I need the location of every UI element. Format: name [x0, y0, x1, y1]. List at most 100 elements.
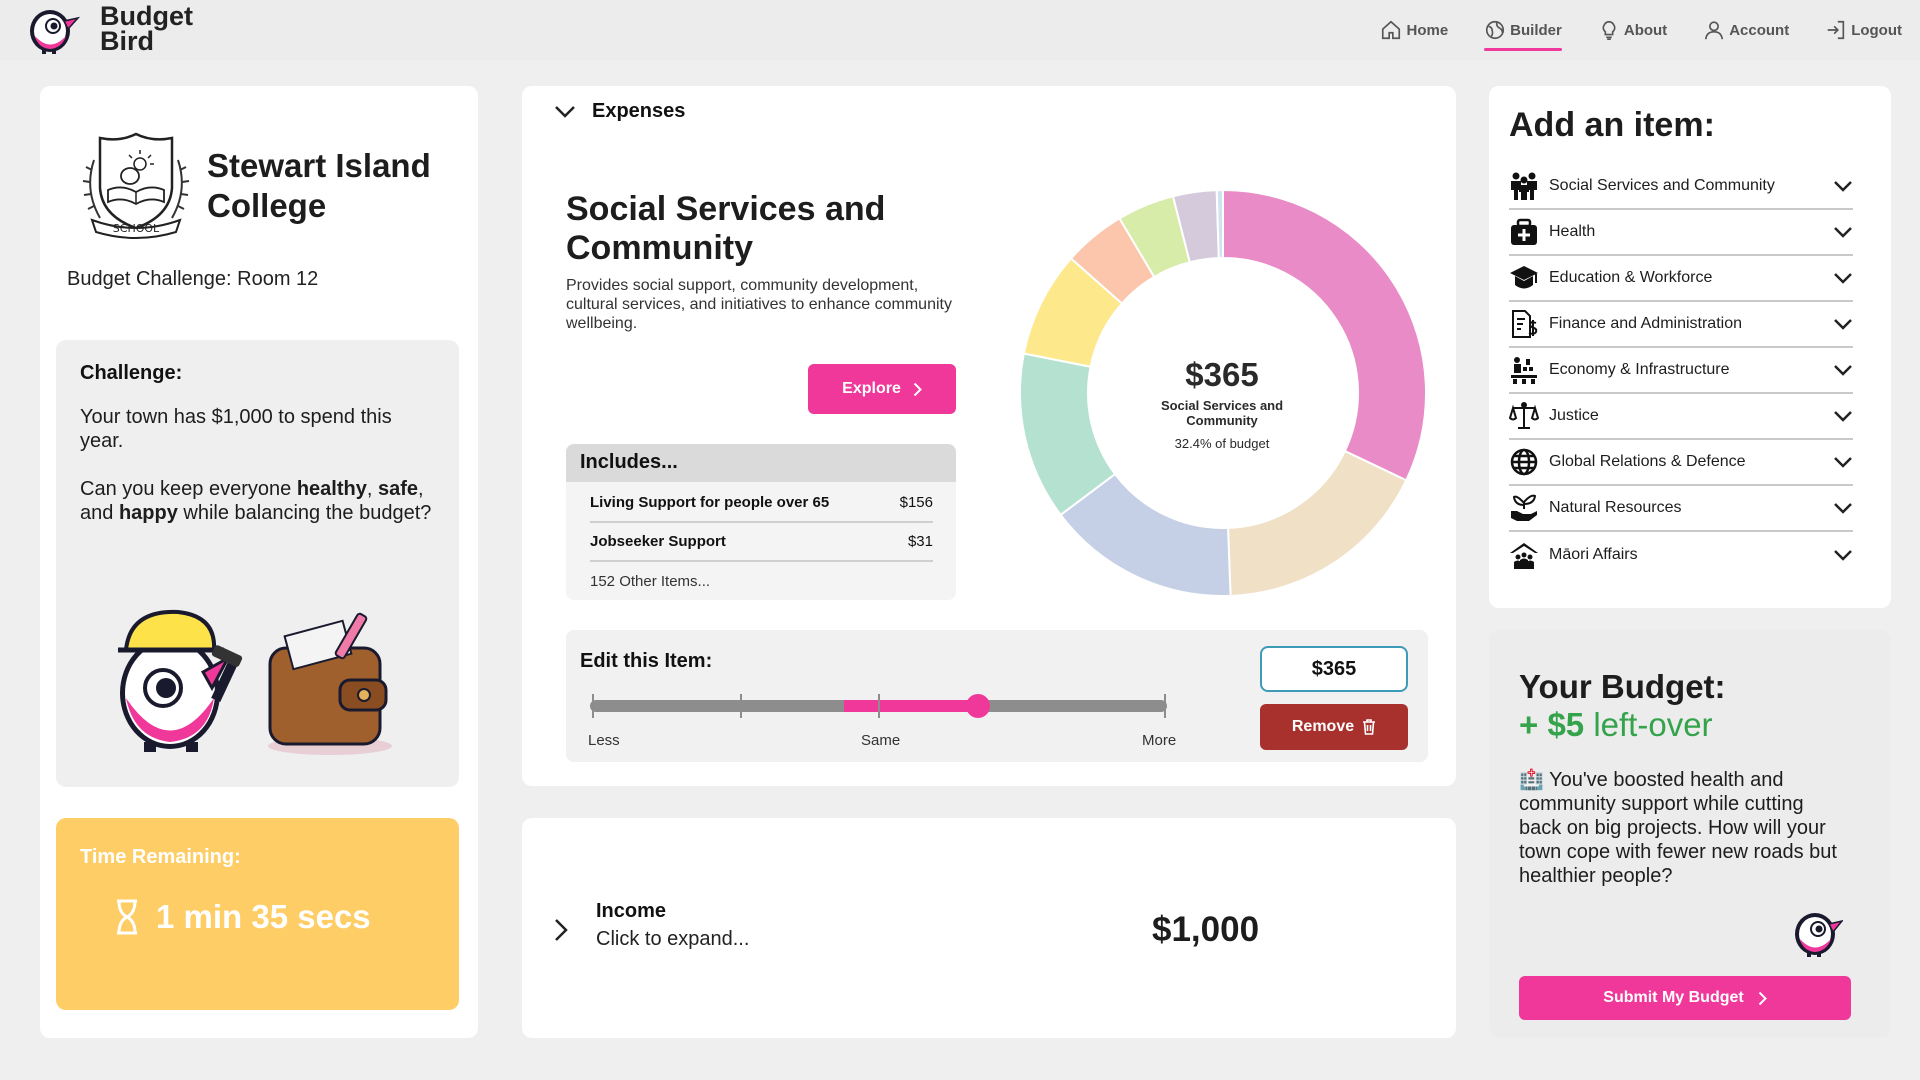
include-amount: $156	[899, 494, 933, 511]
nav-account-label: Account	[1729, 21, 1790, 39]
chevron-down-icon	[1834, 365, 1852, 376]
challenge-title: Challenge:	[80, 362, 183, 384]
add-item-education[interactable]: Education & Workforce	[1509, 256, 1853, 302]
nav-about[interactable]: About	[1598, 0, 1667, 60]
includes-row[interactable]: Living Support for people over 65 $156	[590, 494, 933, 523]
remove-button[interactable]: Remove	[1260, 704, 1408, 750]
add-item-economy[interactable]: Economy & Infrastructure	[1509, 348, 1853, 394]
budget-feedback-message: 🏥 You've boosted health and community su…	[1519, 769, 1837, 887]
globe-icon	[1486, 20, 1505, 40]
chevron-down-icon	[1834, 227, 1852, 238]
add-item-finance[interactable]: Finance and Administration	[1509, 302, 1853, 348]
expenses-toggle[interactable]: Expenses	[554, 100, 685, 123]
trash-icon	[1363, 719, 1376, 735]
income-subtitle: Click to expand...	[596, 928, 750, 950]
nav-logout[interactable]: Logout	[1825, 0, 1902, 60]
app-logo[interactable]: Budget Bird	[28, 3, 193, 55]
globe-icon	[1509, 447, 1539, 477]
nav-builder-label: Builder	[1510, 21, 1562, 39]
add-item-justice[interactable]: Justice	[1509, 394, 1853, 440]
includes-row[interactable]: Jobseeker Support $31	[590, 533, 933, 562]
explore-button-label: Explore	[842, 380, 901, 397]
chevron-down-icon	[1834, 319, 1852, 330]
edit-item-panel: Edit this Item: Less Same More $365 Remo…	[566, 630, 1428, 762]
school-crest-icon: SCHOOL	[82, 132, 190, 239]
donut-slice-1[interactable]	[1222, 188, 1427, 482]
timer-value-row: 1 min 35 secs	[114, 898, 371, 936]
people-icon	[1509, 171, 1539, 201]
add-item-maori-affairs[interactable]: Māori Affairs	[1509, 532, 1853, 578]
add-item-label: Natural Resources	[1549, 499, 1682, 516]
add-item-label: Education & Workforce	[1549, 269, 1713, 286]
timer-value: 1 min 35 secs	[156, 898, 371, 935]
edit-title: Edit this Item:	[580, 650, 713, 672]
budget-slider-thumb[interactable]	[966, 694, 990, 718]
item-amount-input[interactable]: $365	[1260, 646, 1408, 692]
user-icon	[1705, 21, 1724, 40]
slider-tick	[740, 694, 742, 718]
donut-center-name: Social Services and Community	[1160, 398, 1284, 428]
nav-builder[interactable]: Builder	[1484, 0, 1562, 60]
donut-slice-2[interactable]	[1227, 449, 1408, 597]
nav-home-label: Home	[1406, 21, 1449, 39]
challenge-panel: Challenge: Your town has $1,000 to spend…	[56, 340, 459, 787]
infrastructure-icon	[1509, 355, 1539, 385]
other-items-link[interactable]: 152 Other Items...	[590, 573, 711, 590]
submit-budget-label: Submit My Budget	[1603, 989, 1744, 1006]
school-card: SCHOOL Stewart Island College Budget Cha…	[40, 86, 478, 1038]
challenge-text-1: Your town has $1,000 to spend this year.	[80, 406, 392, 452]
slider-label-more: More	[1142, 732, 1177, 749]
donut-center-percent: 32.4% of budget	[1174, 436, 1270, 451]
add-item-list: Social Services and Community Health Edu…	[1509, 164, 1853, 578]
chevron-right-icon	[555, 919, 568, 941]
budget-donut-chart	[1019, 188, 1427, 597]
add-item-label: Global Relations & Defence	[1549, 453, 1746, 470]
donut-slice-9[interactable]	[1215, 188, 1224, 260]
app-title: Budget Bird	[100, 1, 193, 55]
slider-tick	[878, 694, 880, 718]
chevron-down-icon	[1834, 457, 1852, 468]
slider-label-less: Less	[588, 732, 620, 749]
timer-panel: Time Remaining: 1 min 35 secs	[56, 818, 459, 1010]
your-budget-card: Your Budget: + $5 left-over 🏥 You've boo…	[1489, 630, 1891, 1038]
remove-button-label: Remove	[1291, 718, 1355, 735]
add-item-label: Māori Affairs	[1549, 546, 1638, 563]
challenge-text-2c: , and	[80, 478, 424, 524]
bird-mascot-illustration	[118, 609, 392, 755]
plant-hand-icon	[1509, 493, 1539, 523]
scales-icon	[1509, 401, 1539, 431]
add-item-social-services[interactable]: Social Services and Community	[1509, 164, 1853, 210]
add-item-health[interactable]: Health	[1509, 210, 1853, 256]
app-title-line1: Budget	[100, 1, 193, 31]
explore-button[interactable]: Explore	[808, 364, 956, 414]
challenge-happy: happy	[118, 502, 178, 524]
challenge-text-2b: ,	[366, 478, 378, 500]
chevron-down-icon	[1834, 503, 1852, 514]
nav-home[interactable]: Home	[1380, 0, 1448, 60]
main-nav: Home Builder About Account Logout	[1344, 0, 1902, 60]
finance-document-icon	[1509, 309, 1539, 339]
timer-label: Time Remaining:	[80, 846, 241, 868]
medical-kit-icon	[1509, 217, 1539, 247]
income-title: Income	[596, 900, 667, 922]
include-amount: $31	[907, 533, 933, 550]
budget-leftover-text: left-over	[1584, 706, 1713, 743]
donut-center-amount: $365	[1185, 356, 1259, 393]
add-item-label: Economy & Infrastructure	[1549, 361, 1730, 378]
slider-label-same: Same	[861, 732, 901, 749]
lightbulb-icon	[1602, 20, 1616, 40]
nav-account[interactable]: Account	[1703, 0, 1789, 60]
marae-icon	[1509, 540, 1539, 570]
add-item-natural-resources[interactable]: Natural Resources	[1509, 486, 1853, 532]
budget-leftover-amount: + $5	[1519, 706, 1585, 743]
add-item-label: Finance and Administration	[1549, 315, 1742, 332]
top-header: Budget Bird Home Builder About Account L…	[0, 0, 1920, 60]
submit-budget-button[interactable]: Submit My Budget	[1519, 976, 1851, 1020]
category-title: Social Services and Community	[566, 190, 886, 267]
chevron-right-icon	[913, 382, 922, 396]
income-amount: $1,000	[1152, 910, 1260, 949]
includes-title: Includes...	[566, 444, 956, 482]
income-card[interactable]: Income Click to expand... $1,000	[522, 818, 1456, 1038]
add-item-global-relations[interactable]: Global Relations & Defence	[1509, 440, 1853, 486]
chevron-down-icon	[1834, 181, 1852, 192]
